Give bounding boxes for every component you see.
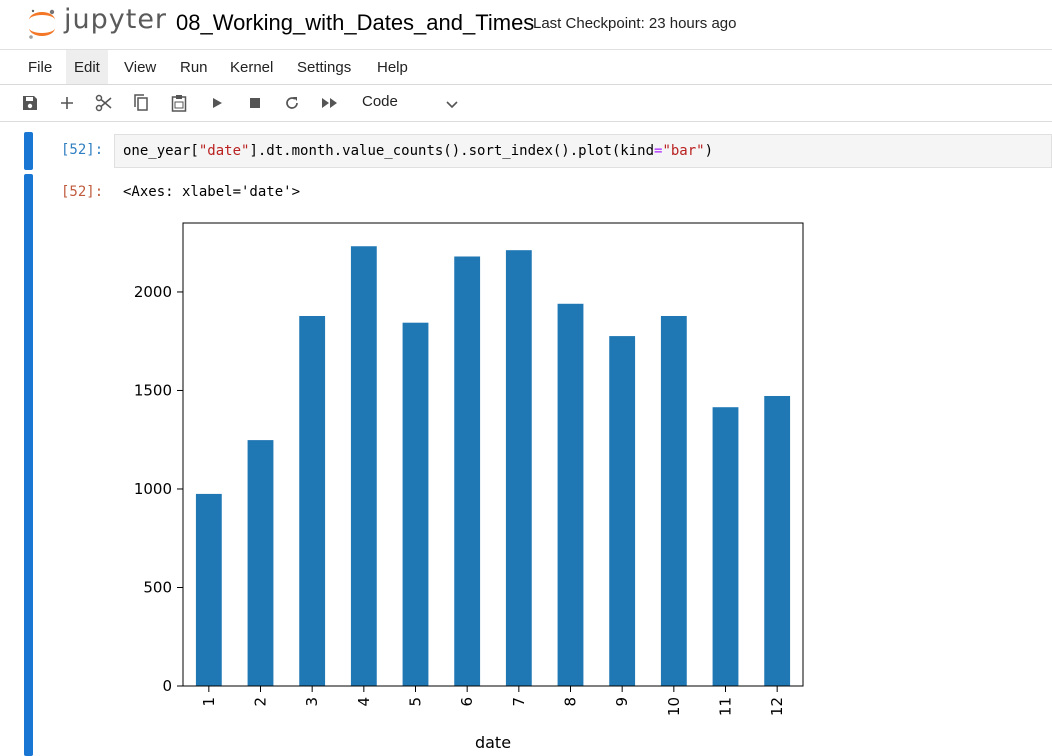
bar-8 [557, 303, 584, 686]
save-icon[interactable] [20, 93, 40, 113]
x-tick-label-2: 2 [252, 697, 270, 707]
menu-file[interactable]: File [28, 59, 53, 76]
x-tick-label-3: 3 [303, 697, 321, 707]
jupyter-logo-icon[interactable] [24, 6, 60, 42]
bar-1 [195, 493, 222, 686]
x-tick-label-12: 12 [768, 697, 786, 716]
top-bar: jupyter 08_Working_with_Dates_and_Times … [0, 0, 1052, 50]
plot-frame [182, 222, 804, 687]
code-editor[interactable]: one_year["date"].dt.month.value_counts()… [114, 134, 1052, 168]
x-tick-label-8: 8 [562, 697, 580, 707]
bar-4 [350, 246, 377, 686]
run-icon[interactable] [207, 93, 227, 113]
bar-6 [454, 256, 481, 686]
x-tick-label-9: 9 [613, 697, 631, 707]
menu-view[interactable]: View [124, 59, 157, 76]
x-tick-label-5: 5 [407, 697, 425, 707]
menu-bar: File Edit View Run Kernel Settings Help [0, 50, 1052, 85]
stop-icon[interactable] [245, 93, 265, 113]
output-text: <Axes: xlabel='date'> [123, 184, 301, 200]
bar-5 [402, 322, 429, 686]
y-tick-label-2000: 2000 [134, 283, 172, 301]
y-tick-label-0: 0 [162, 677, 172, 695]
notebook-panel: [52]: one_year["date"].dt.month.value_co… [0, 122, 1052, 756]
x-tick-label-7: 7 [510, 697, 528, 707]
menu-run[interactable]: Run [180, 59, 208, 76]
output-collapser[interactable] [24, 174, 33, 756]
menu-help[interactable]: Help [377, 59, 408, 76]
output-prompt: [52]: [61, 184, 104, 200]
y-tick-label-1000: 1000 [134, 480, 172, 498]
y-tick-label-1500: 1500 [134, 381, 172, 399]
copy-icon[interactable] [131, 93, 151, 113]
checkpoint-status: Last Checkpoint: 23 hours ago [533, 15, 737, 32]
x-tick-label-11: 11 [717, 697, 735, 716]
notebook-title[interactable]: 08_Working_with_Dates_and_Times [176, 10, 535, 35]
input-prompt: [52]: [61, 142, 104, 158]
cut-icon[interactable] [94, 93, 114, 113]
bar-2 [247, 440, 274, 686]
chevron-down-icon[interactable] [444, 97, 460, 113]
bar-11 [712, 407, 739, 686]
bar-10 [660, 315, 687, 686]
cell-type-select[interactable]: Code [362, 93, 398, 110]
x-axis-label: date [475, 733, 511, 752]
bar-9 [609, 336, 636, 686]
x-tick-label-10: 10 [665, 697, 683, 716]
run-all-icon[interactable] [320, 93, 340, 113]
x-tick-label-1: 1 [200, 697, 218, 707]
add-cell-icon[interactable] [57, 93, 77, 113]
x-tick-label-6: 6 [458, 697, 476, 707]
paste-icon[interactable] [169, 93, 189, 113]
input-collapser[interactable] [24, 132, 33, 170]
y-tick-label-500: 500 [143, 578, 172, 596]
brand-name: jupyter [64, 4, 168, 35]
bar-3 [299, 315, 326, 686]
bar-7 [505, 250, 532, 686]
toolbar: Code [0, 85, 1052, 122]
menu-edit[interactable]: Edit [66, 50, 108, 84]
restart-icon[interactable] [282, 93, 302, 113]
code-line: one_year["date"].dt.month.value_counts()… [123, 143, 714, 159]
x-tick-label-4: 4 [355, 697, 373, 707]
bar-12 [764, 395, 791, 686]
menu-settings[interactable]: Settings [297, 59, 352, 76]
menu-kernel[interactable]: Kernel [230, 59, 274, 76]
